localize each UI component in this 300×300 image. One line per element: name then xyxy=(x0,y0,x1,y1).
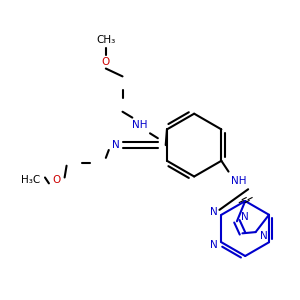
Text: N: N xyxy=(210,240,218,250)
Text: NH: NH xyxy=(132,121,148,130)
Text: CH₃: CH₃ xyxy=(96,35,116,45)
Text: H₃C: H₃C xyxy=(21,176,40,185)
Text: O: O xyxy=(102,57,110,67)
Text: NH: NH xyxy=(231,176,246,186)
Text: N: N xyxy=(241,212,249,222)
Text: N: N xyxy=(210,207,218,217)
Text: O: O xyxy=(52,176,61,185)
Text: N: N xyxy=(112,140,119,150)
Text: N: N xyxy=(260,231,267,241)
